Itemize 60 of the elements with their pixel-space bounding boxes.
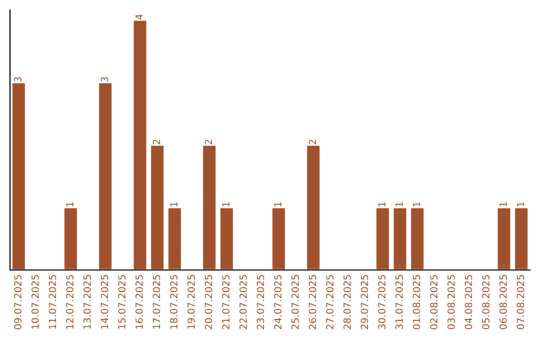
bar	[202, 144, 217, 270]
x-tick-label: 31.07.2025	[395, 275, 403, 330]
x-tick-label: 24.07.2025	[274, 275, 282, 330]
x-tick-label: 28.07.2025	[343, 275, 351, 330]
x-tick-label: 12.07.2025	[66, 275, 74, 329]
x-tick-label: 29.07.2025	[360, 275, 368, 330]
x-tick-label: 04.08.2025	[464, 275, 472, 330]
data-label: 1	[396, 202, 403, 206]
x-tick-label: 15.07.2025	[118, 275, 126, 329]
x-tick-label: 18.07.2025	[170, 275, 178, 329]
x-tick-label: 16.07.2025	[135, 275, 143, 329]
x-tick-label: 21.07.2025	[222, 275, 230, 330]
x-tick-label: 22.07.2025	[239, 275, 247, 330]
x-tick-label: 30.07.2025	[378, 275, 386, 330]
bar	[514, 206, 529, 270]
bar	[392, 206, 408, 270]
x-tick-label: 17.07.2025	[152, 275, 160, 329]
bar	[306, 144, 321, 270]
data-label: 1	[500, 202, 507, 206]
x-tick-label: 13.07.2025	[83, 275, 91, 329]
bar	[150, 144, 165, 270]
x-tick-label: 20.07.2025	[204, 275, 212, 330]
bar	[410, 206, 425, 270]
x-tick-label: 09.07.2025	[14, 275, 22, 330]
data-label: 4	[136, 14, 143, 20]
data-label: 3	[14, 77, 22, 82]
x-tick-label: 14.07.2025	[100, 275, 108, 329]
x-tick-label: 07.08.2025	[516, 275, 524, 330]
data-label: 1	[222, 202, 230, 206]
data-label: 1	[378, 202, 386, 206]
x-tick-label: 19.07.2025	[187, 275, 195, 329]
x-tick-label: 01.08.2025	[412, 275, 420, 330]
data-label: 1	[66, 202, 74, 206]
x-tick-label: 26.07.2025	[308, 275, 316, 330]
data-label: 1	[412, 202, 420, 206]
bar	[98, 82, 113, 270]
data-label: 1	[516, 202, 524, 206]
bar	[11, 82, 26, 270]
data-label: 2	[204, 140, 212, 144]
bar	[167, 206, 182, 270]
bar	[132, 19, 148, 270]
x-tick-label: 23.07.2025	[256, 275, 264, 330]
bar	[63, 206, 78, 270]
data-label: 1	[170, 202, 178, 206]
bar	[375, 206, 390, 270]
data-label: 2	[308, 140, 316, 144]
x-tick-label: 03.08.2025	[447, 275, 455, 330]
x-tick-label: 02.08.2025	[430, 275, 438, 330]
data-label: 1	[274, 202, 282, 206]
x-tick-label: 05.08.2025	[482, 275, 490, 330]
x-tick-label: 11.07.2025	[48, 275, 56, 329]
data-label: 2	[152, 140, 160, 144]
x-tick-label: 10.07.2025	[31, 275, 39, 329]
bar	[496, 206, 512, 270]
x-tick-label: 27.07.2025	[326, 275, 334, 330]
bar	[219, 206, 234, 270]
x-tick-label: 25.07.2025	[291, 275, 299, 330]
bar	[271, 206, 286, 270]
data-label: 3	[100, 77, 108, 82]
x-tick-label: 06.08.2025	[499, 275, 507, 330]
